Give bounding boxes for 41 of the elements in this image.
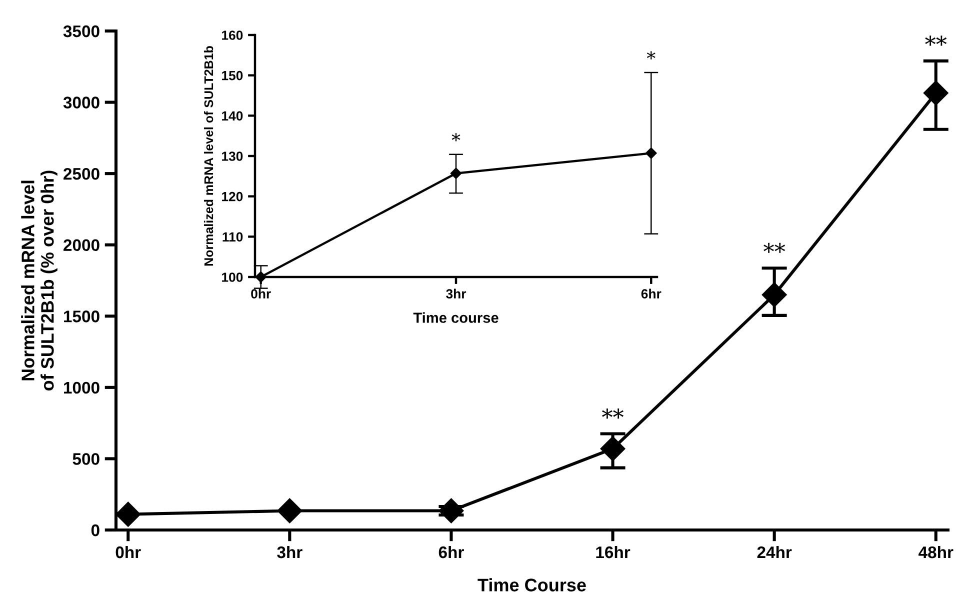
y-tick-label: 110	[222, 232, 243, 242]
y-tick-label: 1000	[64, 382, 100, 394]
x-tick-label: 24hr	[757, 546, 792, 558]
y-tick-label: 100	[222, 272, 243, 282]
x-axis-title: Time course	[413, 312, 498, 323]
x-tick-label: 0hr	[251, 288, 271, 298]
annotation: **	[925, 36, 947, 46]
y-axis-title: Normalized mRNA level of SULT2B1b (% over 0hr)	[21, 170, 58, 390]
point	[646, 148, 657, 159]
y-axis-title: Normalized mRNA level of SULT2B1b	[204, 46, 214, 266]
y-tick-label: 120	[222, 192, 243, 202]
y-tick-label: 3000	[63, 96, 100, 109]
annotation: *	[646, 51, 656, 60]
annotation: **	[602, 408, 624, 419]
x-tick-label: 0hr	[116, 546, 141, 558]
x-tick-label: 3hr	[446, 288, 466, 299]
x-tick-label: 48hr	[918, 546, 954, 558]
point	[438, 498, 464, 524]
x-tick-label: 6hr	[641, 288, 662, 298]
y-tick-label: 130	[222, 152, 243, 161]
y-tick-label: 3500	[63, 25, 100, 38]
y-tick-label: 0	[91, 524, 100, 536]
y-tick-label: 140	[222, 111, 243, 121]
y-tick-label: 1500	[64, 310, 100, 322]
x-axis-title: Time Course	[478, 578, 586, 592]
point	[762, 282, 787, 308]
point	[277, 498, 302, 524]
x-tick-label: 3hr	[277, 546, 302, 558]
point	[923, 80, 948, 106]
point	[116, 502, 141, 527]
point	[450, 168, 462, 179]
annotation: *	[452, 133, 460, 142]
annotation: **	[764, 242, 786, 253]
y-tick-label: 2000	[64, 239, 100, 252]
point	[600, 436, 626, 462]
y-tick-label: 150	[222, 70, 243, 80]
y-tick-label: 160	[222, 30, 243, 40]
x-tick-label: 6hr	[438, 546, 464, 558]
y-tick-label: 500	[72, 453, 100, 465]
x-tick-label: 16hr	[596, 546, 630, 558]
y-tick-label: 2500	[64, 168, 100, 180]
